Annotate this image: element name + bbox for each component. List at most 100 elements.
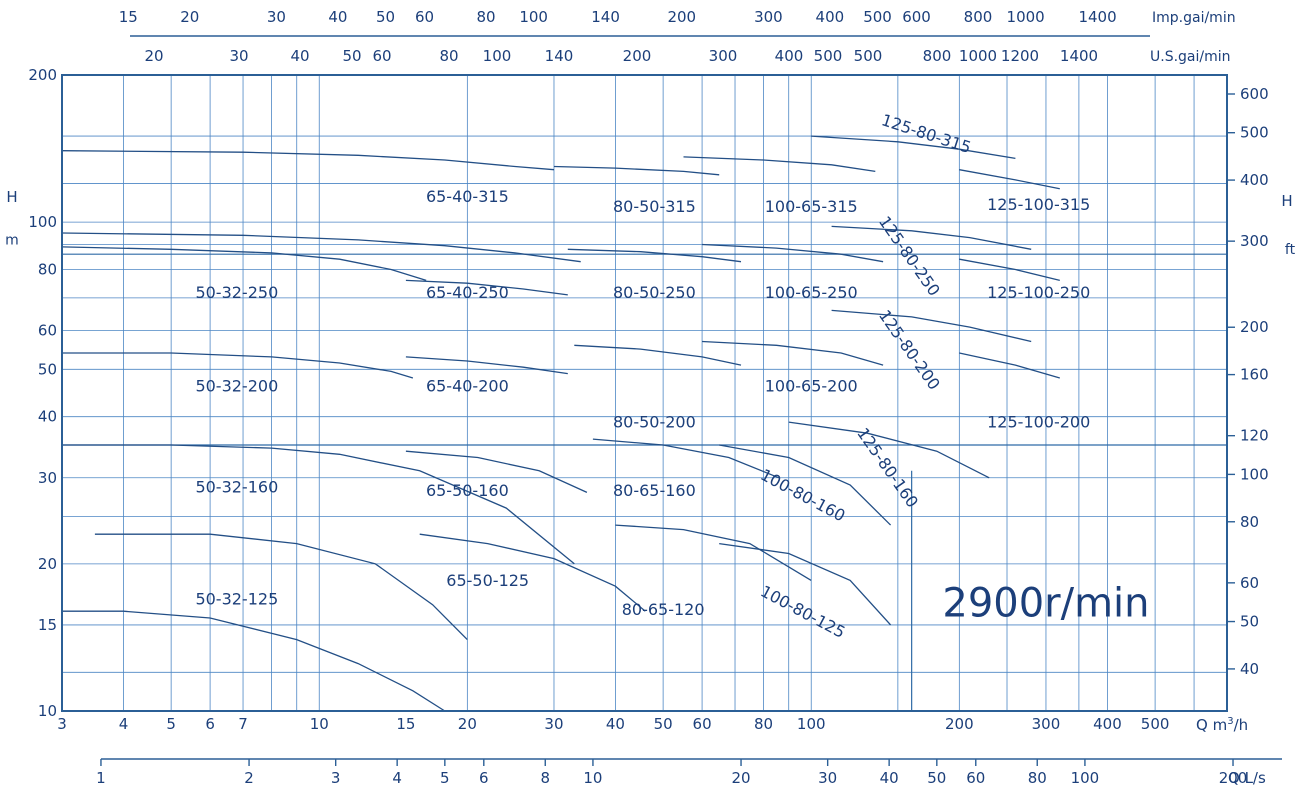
imp-tick-300: 300 xyxy=(754,8,783,26)
pump-label-100-65-250: 100-65-250 xyxy=(765,283,858,302)
us-tick-15: 1200 xyxy=(1001,47,1039,65)
pump-label-125-100-315: 125-100-315 xyxy=(987,195,1090,214)
us-tick-14: 1000 xyxy=(959,47,997,65)
us-tick-11: 500 xyxy=(814,47,843,65)
pump-label-65-50-125: 65-50-125 xyxy=(446,571,529,590)
imp-tick-200: 200 xyxy=(667,8,696,26)
pump-curve-125-100-250 xyxy=(959,258,1060,282)
imp-tick-60: 60 xyxy=(415,8,434,26)
pump-curve-65-50-160 xyxy=(405,450,588,493)
y-right-tick-80: 80 xyxy=(1240,513,1259,531)
ls-tick-50: 50 xyxy=(927,769,946,787)
pump-label-100-80-125: 100-80-125 xyxy=(757,582,848,642)
us-tick-5: 80 xyxy=(439,47,458,65)
y-left-tick-100: 100 xyxy=(28,213,57,231)
pump-label-80-50-250: 80-50-250 xyxy=(613,283,696,302)
pump-curve-80-50-200 xyxy=(574,344,742,366)
y-left-tick-15: 15 xyxy=(38,616,57,634)
pump-labels-layer: 50-32-250 50-32-200 50-32-160 50-32-125 65-4… xyxy=(195,110,1149,642)
us-tick-3: 50 xyxy=(342,47,361,65)
pump-label-100-65-200: 100-65-200 xyxy=(765,377,858,396)
pump-curve-100-65-250 xyxy=(702,243,884,263)
us-tick-12: 500 xyxy=(854,47,883,65)
pump-label-100-65-315: 100-65-315 xyxy=(765,197,858,216)
ls-tick-60: 60 xyxy=(966,769,985,787)
imp-tick-800: 800 xyxy=(964,8,993,26)
pump-curve-100-65-200 xyxy=(702,340,884,366)
ls-tick-100: 100 xyxy=(1071,769,1100,787)
pump-curve-80-65-120 xyxy=(615,524,812,581)
y-right-label-unit: ft xyxy=(1285,242,1296,258)
ls-tick-10: 10 xyxy=(583,769,602,787)
pump-curve-50-32-125 xyxy=(94,533,468,641)
pump-curve-125-80-315 xyxy=(811,135,1016,160)
y-right-tick-400: 400 xyxy=(1240,171,1269,189)
x-tick-10: 10 xyxy=(310,715,329,733)
imp-tick-100: 100 xyxy=(519,8,548,26)
ls-tick-30: 30 xyxy=(818,769,837,787)
imp-tick-400: 400 xyxy=(816,8,845,26)
y-left-tick-40: 40 xyxy=(38,408,57,426)
y-right-tick-40: 40 xyxy=(1240,660,1259,678)
x-axis-label: Q m3/h xyxy=(1196,716,1248,734)
pump-curve-125-100-315 xyxy=(959,169,1060,190)
pump-label-65-50-160: 65-50-160 xyxy=(426,481,509,500)
y-left-tick-10: 10 xyxy=(38,702,57,720)
ls-tick-40: 40 xyxy=(880,769,899,787)
pump-curve-65-40-315 xyxy=(61,150,555,171)
pump-curve-125-80-250 xyxy=(831,225,1032,250)
imp-tick-1000: 1000 xyxy=(1007,8,1045,26)
x-tick-100: 100 xyxy=(797,715,826,733)
us-tick-2: 40 xyxy=(290,47,309,65)
x-tick-80: 80 xyxy=(754,715,773,733)
pump-label-65-40-315: 65-40-315 xyxy=(426,187,509,206)
plot-frame xyxy=(61,74,1228,712)
pump-label-80-50-200: 80-50-200 xyxy=(613,413,696,432)
us-tick-7: 140 xyxy=(545,47,574,65)
pump-curves-layer xyxy=(61,135,1060,712)
y-right-tick-300: 300 xyxy=(1240,232,1269,250)
ls-tick-1: 1 xyxy=(96,769,106,787)
x-tick-200: 200 xyxy=(945,715,974,733)
y-left-tick-50: 50 xyxy=(38,360,57,378)
imp-tick-50: 50 xyxy=(376,8,395,26)
x-tick-4: 4 xyxy=(119,715,129,733)
pump-label-65-40-250: 65-40-250 xyxy=(426,283,509,302)
x-tick-7: 7 xyxy=(238,715,248,733)
y-right-tick-600: 600 xyxy=(1240,85,1269,103)
pump-label-50-32-200: 50-32-200 xyxy=(195,377,278,396)
imp-tick-600: 600 xyxy=(902,8,931,26)
x-tick-300: 300 xyxy=(1032,715,1061,733)
ls-tick-2: 2 xyxy=(244,769,254,787)
y-right-tick-120: 120 xyxy=(1240,427,1269,445)
pump-curve-50-32-200 xyxy=(62,352,414,379)
y-right-tick-60: 60 xyxy=(1240,574,1259,592)
us-axis-label: U.S.gai/min xyxy=(1150,49,1231,65)
pump-curve-50-32-160 xyxy=(62,444,575,565)
imp-axis-label: Imp.gai/min xyxy=(1152,10,1236,26)
pump-curve-65-50-125 xyxy=(419,533,646,612)
pump-label-125-100-250: 125-100-250 xyxy=(987,283,1090,302)
pump-label-80-65-120: 80-65-120 xyxy=(622,600,705,619)
x-tick-15: 15 xyxy=(396,715,415,733)
pump-label-65-40-200: 65-40-200 xyxy=(426,377,509,396)
pump-curve-100-65-315 xyxy=(683,156,876,173)
ls-tick-20: 20 xyxy=(731,769,750,787)
pump-curve-80-65-160 xyxy=(592,438,780,479)
y-right-tick-200: 200 xyxy=(1240,318,1269,336)
pump-curve-100-80-125 xyxy=(719,542,892,626)
ls-tick-80: 80 xyxy=(1028,769,1047,787)
y-right-tick-50: 50 xyxy=(1240,613,1259,631)
axes-layer: 1015203040506080100200Hm4050608010012016… xyxy=(5,8,1295,787)
ls-tick-3: 3 xyxy=(331,769,341,787)
pump-curve-50-32-250 xyxy=(61,246,427,282)
y-left-tick-30: 30 xyxy=(38,469,57,487)
pump-label-50-32-125: 50-32-125 xyxy=(195,590,278,609)
pump-curve-80-50-250 xyxy=(567,248,742,263)
imp-tick-30: 30 xyxy=(267,8,286,26)
pump-label-125-80-250: 125-80-250 xyxy=(875,212,944,299)
us-tick-1: 30 xyxy=(229,47,248,65)
us-tick-9: 300 xyxy=(709,47,738,65)
us-tick-13: 800 xyxy=(923,47,952,65)
